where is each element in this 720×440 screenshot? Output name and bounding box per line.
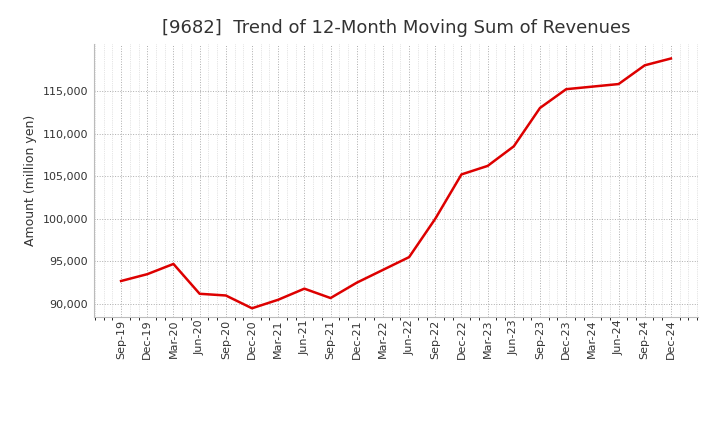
Title: [9682]  Trend of 12-Month Moving Sum of Revenues: [9682] Trend of 12-Month Moving Sum of R… <box>162 19 630 37</box>
Y-axis label: Amount (million yen): Amount (million yen) <box>24 115 37 246</box>
